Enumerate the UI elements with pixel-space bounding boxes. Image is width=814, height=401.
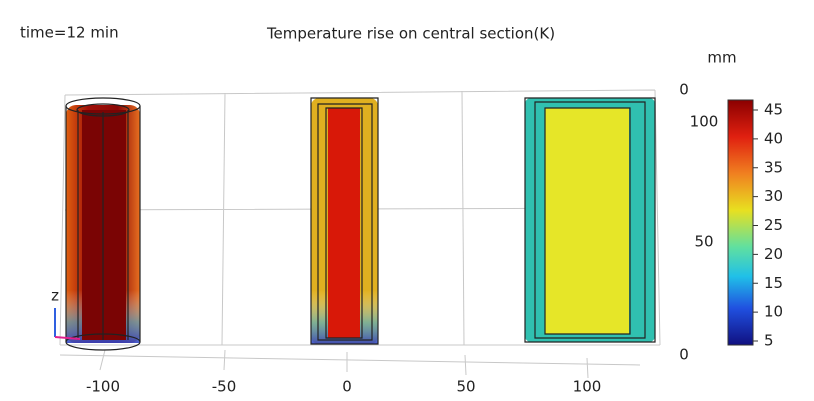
colorbar-tick-label: 5: [764, 332, 774, 350]
colorbar: [727, 99, 754, 346]
colorbar-tick-label: 45: [764, 101, 783, 119]
colorbar-tick-label: 30: [764, 187, 783, 205]
colorbar-tick-label: 35: [764, 158, 783, 176]
z-tick-label: 50: [694, 233, 713, 251]
z-axis-label: z: [51, 287, 59, 305]
colorbar-tick-label: 15: [764, 274, 783, 292]
x-tick-label: -100: [86, 378, 120, 396]
block-right: [524, 97, 656, 343]
cylinder-middle: [310, 97, 379, 345]
x-tick-label: 0: [342, 378, 352, 396]
colorbar-tick-label: 20: [764, 245, 783, 263]
x-tick-label: 100: [573, 378, 602, 396]
cylinder-left: [65, 97, 141, 351]
axis-triad: [54, 308, 81, 340]
grid-box: [59, 89, 661, 379]
plot-title: Temperature rise on central section(K): [266, 25, 555, 43]
x-tick-label: 50: [456, 378, 475, 396]
time-label: time=12 min: [20, 24, 119, 42]
colorbar-tick-label: 40: [764, 129, 783, 147]
colorbar-tick-label: 25: [764, 216, 783, 234]
z-tick-label: 100: [690, 113, 719, 131]
z-tick-label: 0: [679, 81, 689, 99]
z-unit: mm: [707, 49, 736, 67]
z-tick-label: 0: [679, 346, 689, 364]
colorbar-tick-label: 10: [764, 303, 783, 321]
x-tick-label: -50: [212, 378, 237, 396]
